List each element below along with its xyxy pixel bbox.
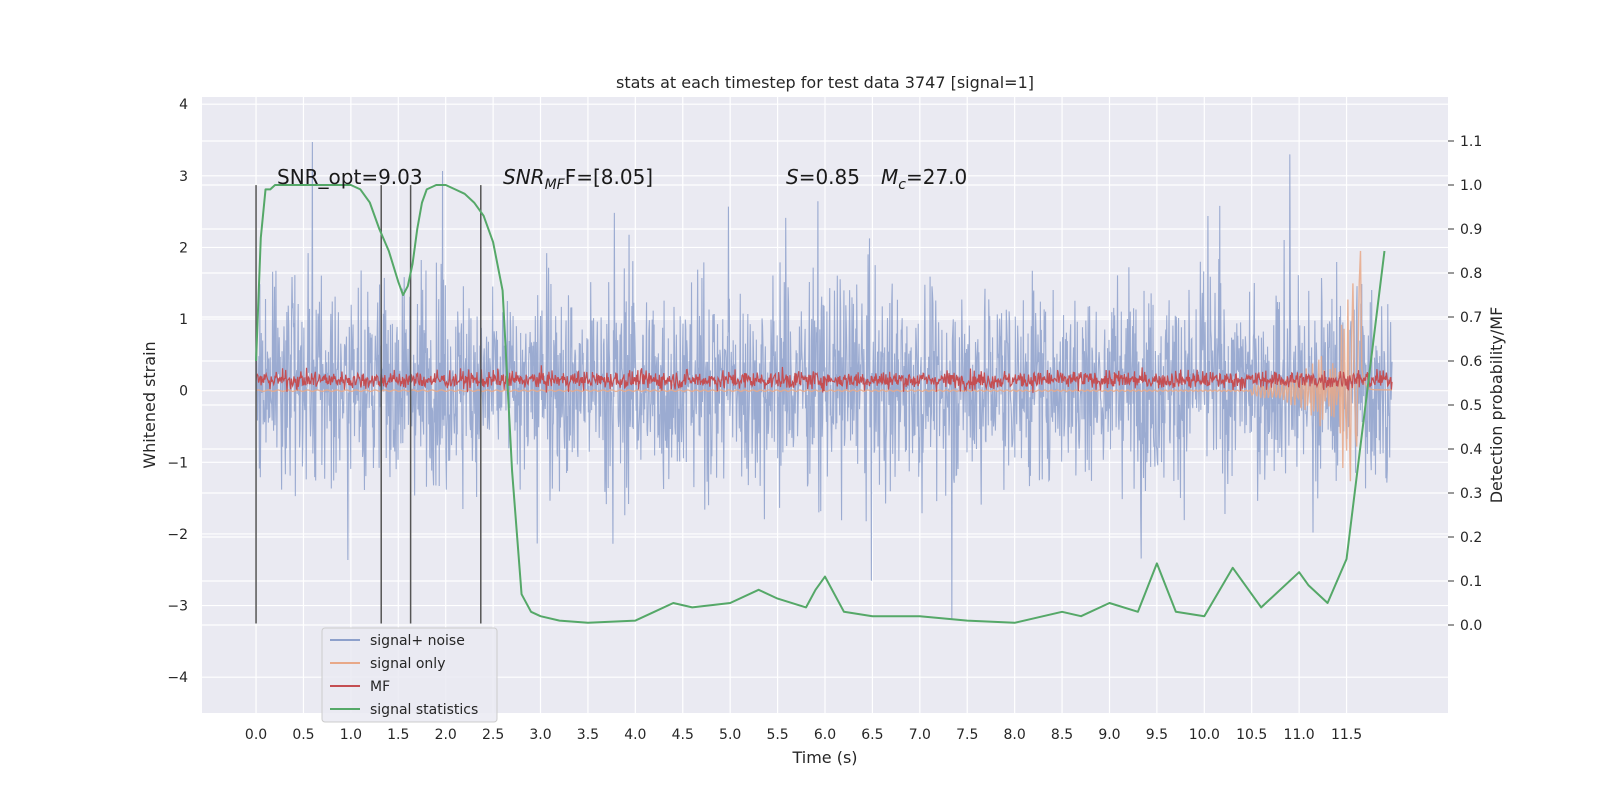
x-tick-label: 8.5 bbox=[1051, 727, 1073, 743]
annotation-s: S=0.85 bbox=[786, 165, 860, 189]
annotation-snr-mf-value: F=[8.05] bbox=[565, 165, 653, 189]
y-right-tick-label: 0.6 bbox=[1460, 354, 1482, 370]
y-left-tick-label: 0 bbox=[179, 384, 188, 400]
mf-line bbox=[255, 365, 1393, 393]
x-tick-label: 3.0 bbox=[529, 727, 551, 743]
y-right-tick-label: 0.3 bbox=[1460, 486, 1482, 502]
y-right-tick-label: 0.4 bbox=[1460, 442, 1482, 458]
legend-entry-signal-noise: signal+ noise bbox=[330, 633, 465, 649]
chart-title: stats at each timestep for test data 374… bbox=[616, 73, 1034, 92]
legend-entry-mf: MF bbox=[330, 679, 390, 695]
y-right-tick-label: 0.8 bbox=[1460, 266, 1482, 282]
x-tick-label: 6.5 bbox=[861, 727, 883, 743]
x-tick-label: 11.0 bbox=[1284, 727, 1315, 743]
annotation-snr-mf-sub: MF bbox=[545, 177, 566, 193]
legend-entry-signal-only: signal only bbox=[330, 656, 445, 672]
x-tick-label: 0.5 bbox=[292, 727, 314, 743]
x-tick-label: 1.0 bbox=[340, 727, 362, 743]
annotation-mc: Mc=27.0 bbox=[881, 165, 967, 193]
annotation-mc-label: M bbox=[881, 165, 898, 189]
legend-label-mf: MF bbox=[370, 679, 390, 695]
x-tick-label: 4.5 bbox=[672, 727, 694, 743]
x-tick-label: 2.0 bbox=[435, 727, 457, 743]
y-axis-left-label: Whitened strain bbox=[140, 341, 159, 468]
x-axis-label: Time (s) bbox=[791, 748, 857, 767]
y-right-tick-label: 0.5 bbox=[1460, 398, 1482, 414]
x-tick-label: 6.0 bbox=[814, 727, 836, 743]
x-tick-label: 10.0 bbox=[1189, 727, 1220, 743]
y-left-tick-label: −2 bbox=[167, 527, 188, 543]
y-right-tick-label: 0.1 bbox=[1460, 574, 1482, 590]
x-tick-label: 9.5 bbox=[1146, 727, 1168, 743]
signal-noise-series bbox=[255, 141, 1393, 619]
x-tick-label: 0.0 bbox=[245, 727, 267, 743]
y-left-tick-label: −4 bbox=[167, 670, 188, 686]
x-tick-label: 3.5 bbox=[577, 727, 599, 743]
signal-statistics-line bbox=[255, 184, 1386, 624]
y-left-tick-label: 4 bbox=[179, 97, 188, 113]
x-tick-label: 1.5 bbox=[387, 727, 409, 743]
y-right-tick-label: 1.0 bbox=[1460, 178, 1482, 194]
y-left-tick-label: −3 bbox=[167, 599, 188, 615]
tick-labels: 0.0 0.5 1.0 1.5 2.0 2.5 3.0 3.5 4.0 4.5 5.0 5.5 6.0 6… bbox=[167, 97, 1482, 743]
annotation-s-value: =0.85 bbox=[799, 165, 860, 189]
signal-noise-line bbox=[255, 141, 1393, 619]
legend-label-signal-noise: signal+ noise bbox=[370, 633, 465, 649]
y-left-tick-label: −1 bbox=[167, 455, 188, 471]
legend-entry-signal-statistics: signal statistics bbox=[330, 702, 478, 718]
x-tick-label: 9.0 bbox=[1098, 727, 1120, 743]
legend-label-signal-only: signal only bbox=[370, 656, 445, 672]
annotation-snr-mf: SNRMFF=[8.05] bbox=[503, 165, 653, 193]
mf-series bbox=[255, 365, 1393, 393]
x-tick-label: 11.5 bbox=[1331, 727, 1362, 743]
legend-label-signal-statistics: signal statistics bbox=[370, 702, 478, 718]
x-tick-label: 8.0 bbox=[1004, 727, 1026, 743]
y-right-tick-label: 0.0 bbox=[1460, 618, 1482, 634]
annotation-mc-value: =27.0 bbox=[906, 165, 967, 189]
x-tick-label: 5.5 bbox=[766, 727, 788, 743]
y-left-tick-label: 1 bbox=[179, 312, 188, 328]
legend-box bbox=[321, 627, 498, 723]
chart-legend: signal+ noise signal only MF signal stat… bbox=[321, 627, 498, 723]
y-left-tick-label: 2 bbox=[179, 240, 188, 256]
y-left-tick-label: 3 bbox=[179, 169, 188, 185]
annotation-mc-sub: c bbox=[898, 177, 906, 193]
y-right-tick-label: 1.1 bbox=[1460, 134, 1482, 150]
annotation-snr-opt: SNR_opt=9.03 bbox=[277, 165, 423, 189]
x-tick-label: 7.5 bbox=[956, 727, 978, 743]
y-right-tick-label: 0.2 bbox=[1460, 530, 1482, 546]
y-right-tick-label: 0.7 bbox=[1460, 310, 1482, 326]
x-tick-label: 5.0 bbox=[719, 727, 741, 743]
signal-statistics-series bbox=[255, 184, 1386, 624]
annotation-snr-opt-text: SNR_opt=9.03 bbox=[277, 165, 423, 189]
y-right-tick-label: 0.9 bbox=[1460, 222, 1482, 238]
x-tick-label: 7.0 bbox=[909, 727, 931, 743]
x-tick-label: 2.5 bbox=[482, 727, 504, 743]
y-axis-right-label: Detection probability/MF bbox=[1487, 307, 1506, 504]
annotation-snr-mf-label: SNR bbox=[503, 165, 545, 189]
vertical-markers bbox=[255, 185, 482, 624]
x-tick-label: 4.0 bbox=[624, 727, 646, 743]
x-tick-label: 10.5 bbox=[1236, 727, 1267, 743]
annotation-s-label: S bbox=[786, 165, 799, 189]
